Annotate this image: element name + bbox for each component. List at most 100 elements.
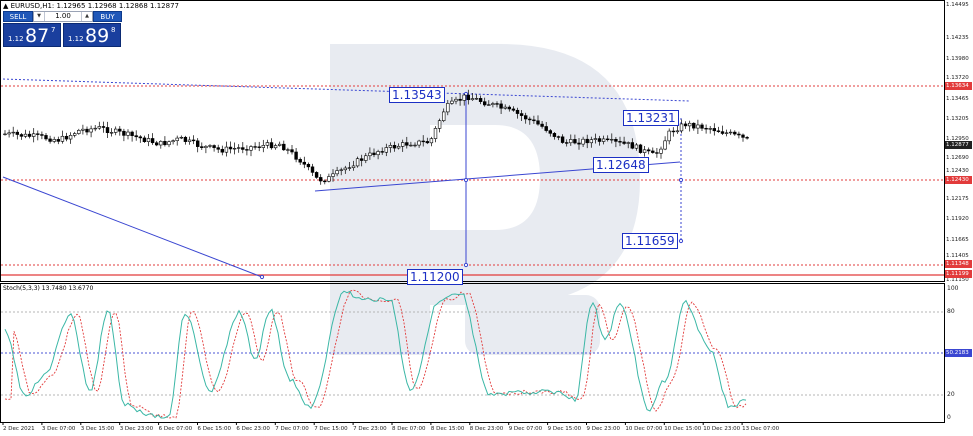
- candle-body: [171, 140, 175, 143]
- candle-body: [60, 135, 65, 142]
- candle-body: [687, 122, 692, 127]
- price-tick: 1.13980: [946, 56, 969, 62]
- candle-body: [93, 127, 97, 130]
- candle-body: [306, 163, 311, 168]
- candle-body: [56, 139, 61, 142]
- time-label: 8 Dec 15:00: [430, 426, 465, 432]
- candle-body: [19, 134, 24, 137]
- price-badge-level: 1.12430: [945, 176, 972, 184]
- candle-body: [630, 142, 635, 149]
- candle-body: [528, 118, 532, 121]
- candle-body: [552, 133, 557, 137]
- candle-body: [175, 137, 179, 141]
- candle-body: [118, 128, 122, 132]
- candle-body: [556, 136, 561, 138]
- candle-body: [241, 147, 245, 150]
- candle-body: [384, 147, 388, 153]
- candle-body: [478, 98, 483, 102]
- candle-body: [622, 141, 626, 144]
- time-label: 6 Dec 15:00: [197, 426, 232, 432]
- time-label: 8 Dec 23:00: [469, 426, 504, 432]
- candle-body: [224, 146, 229, 153]
- candle-body: [216, 147, 220, 150]
- collapse-arrow-icon[interactable]: ▲: [3, 2, 11, 10]
- candle-body: [364, 155, 368, 161]
- candle-body: [179, 136, 183, 139]
- candle-body: [564, 142, 569, 144]
- candle-body: [64, 135, 69, 140]
- time-axis-ticks: [2, 422, 743, 425]
- buy-price-fraction: 8: [111, 26, 116, 34]
- increase-lot-icon[interactable]: ▲: [81, 12, 92, 21]
- candle-body: [642, 149, 647, 153]
- main-pane-border: [0, 0, 945, 282]
- candle-body: [122, 130, 126, 136]
- price-tick: 1.12175: [946, 196, 969, 202]
- price-tick: 1.12950: [946, 136, 969, 142]
- candle-body: [683, 123, 688, 127]
- candle-body: [495, 103, 499, 105]
- annotation-target[interactable]: 1.11659: [622, 233, 678, 249]
- lot-size-input[interactable]: ▼ 1.00 ▲: [33, 11, 93, 22]
- candle-body: [40, 134, 44, 136]
- candle-body: [359, 158, 364, 161]
- candle-body: [577, 142, 581, 145]
- candle-body: [343, 167, 347, 171]
- candle-body: [388, 145, 393, 148]
- candle-body: [667, 130, 671, 142]
- annotation-high[interactable]: 1.13543: [389, 87, 445, 103]
- buy-price-box[interactable]: 1.12 89 8: [63, 23, 121, 47]
- candle-body: [569, 139, 573, 144]
- candle-body: [610, 138, 614, 141]
- candle-body: [302, 161, 306, 165]
- sell-button[interactable]: SELL: [3, 11, 33, 22]
- candle-body: [446, 103, 450, 113]
- time-label: 10 Dec 15:00: [664, 426, 702, 432]
- candle-body: [134, 135, 138, 138]
- candle-body: [733, 131, 737, 135]
- candle-body: [97, 126, 102, 129]
- candle-body: [253, 146, 257, 148]
- candle-body: [232, 147, 237, 150]
- annotation-recent-high[interactable]: 1.13231: [623, 110, 679, 126]
- stochastic-label: Stoch(5,3,3) 13.7480 13.6770: [3, 285, 94, 292]
- candle-body: [523, 115, 528, 120]
- candle-body: [220, 148, 224, 153]
- candle-body: [109, 132, 114, 134]
- candle-body: [77, 130, 81, 134]
- candle-body: [601, 138, 606, 142]
- buy-button[interactable]: BUY: [93, 11, 122, 22]
- candle-body: [204, 146, 208, 148]
- symbol-name: EURUSD,H1: [10, 2, 52, 10]
- candle-body: [737, 133, 741, 136]
- candle-body: [85, 128, 89, 133]
- candle-body: [720, 131, 725, 134]
- time-label: 8 Dec 07:00: [392, 426, 426, 432]
- stoch-pane-border: [0, 283, 945, 423]
- candle-body: [208, 145, 212, 147]
- candle-body: [380, 151, 384, 153]
- candle-body: [482, 101, 487, 106]
- decrease-lot-icon[interactable]: ▼: [34, 12, 45, 21]
- candle-body: [200, 146, 204, 148]
- candle-body: [728, 131, 733, 134]
- ohlc-values: 1.12965 1.12968 1.12868 1.12877: [56, 2, 179, 10]
- annotation-low[interactable]: 1.11200: [407, 269, 463, 285]
- candle-body: [638, 144, 643, 153]
- candle-body: [409, 144, 413, 147]
- sell-price-box[interactable]: 1.12 87 7: [3, 23, 61, 47]
- candle-body: [81, 128, 85, 131]
- price-tick: 1.13720: [946, 75, 969, 81]
- candle-body: [454, 98, 458, 102]
- candle-body: [532, 119, 536, 122]
- candle-body: [614, 138, 618, 142]
- candle-body: [15, 131, 19, 135]
- candle-body: [581, 138, 585, 145]
- price-tick: 1.13205: [946, 116, 969, 122]
- annotation-support[interactable]: 1.12648: [593, 157, 649, 173]
- candle-body: [413, 144, 417, 147]
- time-label: 9 Dec 23:00: [586, 426, 621, 432]
- candle-body: [368, 152, 372, 157]
